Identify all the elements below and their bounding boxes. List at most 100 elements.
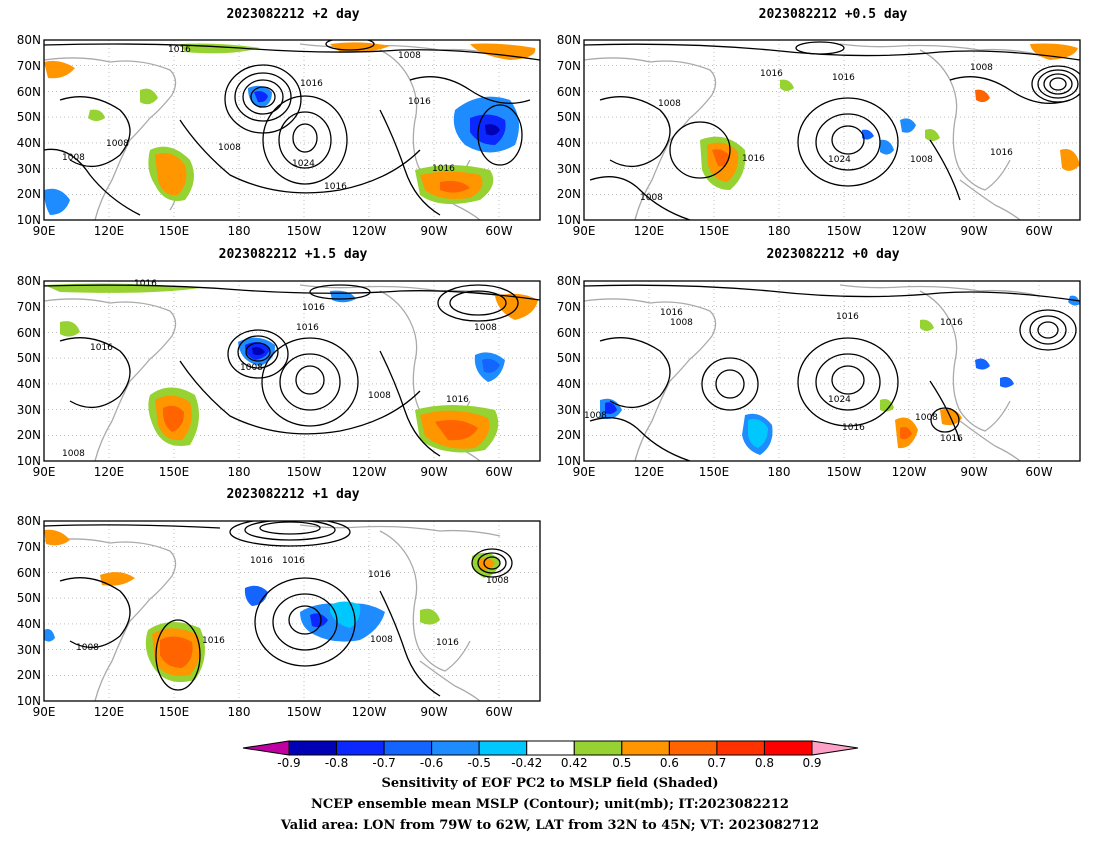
lon-label: 120E [634,224,665,238]
colorbar-swatch [526,740,575,756]
contour-label: 1016 [202,636,225,646]
lon-label: 150E [159,224,190,238]
caption-line-2: NCEP ensemble mean MSLP (Contour); unit(… [311,797,789,812]
lon-label: 120W [352,705,387,719]
panel-title-p05: 2023082212 +0.5 day [758,7,908,22]
contour-label: 1008 [915,413,938,423]
lon-label: 90W [960,224,987,238]
lat-label: 20N [557,187,581,201]
panel-title-p15: 2023082212 +1.5 day [218,247,368,262]
mslp-contours [44,521,513,697]
lat-label: 20N [17,668,41,682]
caption-line-1: Sensitivity of EOF PC2 to MSLP field (Sh… [381,776,719,791]
contour-label: 1016 [296,323,319,333]
lon-label: 120E [634,465,665,479]
colorbar-swatch [478,740,528,756]
colorbar-label: 0.8 [754,756,774,770]
grid-lines [44,281,540,461]
lon-label: 90E [573,224,596,238]
colorbar-swatch [431,740,480,756]
sensitivity-shading [600,295,1080,455]
lon-label: 180 [228,705,251,719]
colorbar-label: -0.9 [277,756,301,770]
lon-label: 90W [420,465,447,479]
panel-p15: 1016 1016 1016 1016 1008 1008 1008 1016 … [17,274,541,479]
lat-label: 10N [17,213,41,227]
lat-label: 10N [17,694,41,708]
lon-label: 90E [33,465,56,479]
sensitivity-shading [44,42,536,215]
lon-label: 150W [287,224,322,238]
contour-label: 1016 [940,318,963,328]
lat-label: 40N [557,136,581,150]
panel-title-p0: 2023082212 +0 day [766,247,900,262]
colorbar [242,740,859,756]
colorbar-label: 0.9 [802,756,822,770]
colorbar-swatch [621,740,670,756]
mslp-contours [44,40,540,216]
lat-label: 30N [557,403,581,417]
lat-label: 60N [557,85,581,99]
contour-label: 1016 [368,570,391,580]
contour-label: 1016 [436,638,459,648]
colorbar-swatch [242,740,290,756]
lat-label: 40N [17,617,41,631]
lon-label: 180 [228,465,251,479]
sensitivity-shading [44,283,538,453]
lon-label: 150W [287,465,322,479]
lon-label: 60W [1025,465,1052,479]
colorbar-swatch [668,740,718,756]
lat-label: 70N [17,300,41,314]
contour-label: 1016 [432,164,455,174]
lon-label: 150W [827,465,862,479]
contour-label: 1008 [486,576,509,586]
lon-label: 150E [699,224,730,238]
lon-label: 120E [94,224,125,238]
lat-label: 50N [17,110,41,124]
lat-label: 20N [557,428,581,442]
lat-label: 40N [17,136,41,150]
contour-label: 1008 [398,51,421,61]
lon-label: 90W [960,465,987,479]
contour-label: 1016 [660,308,683,318]
lat-label: 30N [17,643,41,657]
coastlines [44,524,501,701]
lat-label: 70N [17,59,41,73]
lat-label: 10N [557,454,581,468]
lon-label: 150W [287,705,322,719]
contour-label: 1016 [134,279,157,289]
lat-label: 10N [17,454,41,468]
contour-label: 1008 [640,193,663,203]
lon-label: 120W [892,465,927,479]
colorbar-swatch [811,740,859,756]
colorbar-label: 0.5 [612,756,632,770]
contour-label: 1016 [300,79,323,89]
panel-title-p2: 2023082212 +2 day [226,7,360,22]
contour-label: 1008 [240,363,263,373]
colorbar-swatch [336,740,385,756]
contour-label: 1016 [742,154,765,164]
contour-label: 1016 [168,45,191,55]
lon-label: 90W [420,224,447,238]
contour-label: 1024 [828,395,851,405]
colorbar-swatch [573,740,623,756]
contour-label: 1016 [446,395,469,405]
lat-label: 50N [17,351,41,365]
colorbar-swatch [763,740,813,756]
lon-label: 120E [94,465,125,479]
lon-label: 180 [768,224,791,238]
lon-label: 60W [485,465,512,479]
sensitivity-shading [44,529,500,683]
colorbar-label: -0.8 [324,756,349,770]
contour-label: 1016 [324,182,347,192]
contour-label: 1008 [970,63,993,73]
colorbar-label: -0.6 [419,756,444,770]
lat-label: 50N [557,110,581,124]
panel-p0: 1016 1008 1016 1016 1024 1016 1008 1008 … [557,274,1081,479]
caption-line-3: Valid area: LON from 79W to 62W, LAT fro… [280,818,820,833]
lat-label: 80N [17,33,41,47]
lat-label: 30N [557,162,581,176]
contour-label: 1016 [282,556,305,566]
contour-label: 1008 [62,153,85,163]
